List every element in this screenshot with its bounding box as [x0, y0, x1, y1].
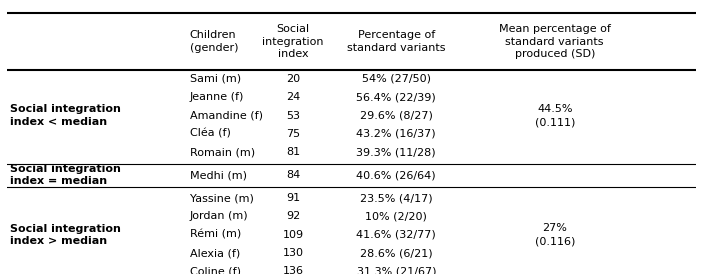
Text: 29.6% (8/27): 29.6% (8/27) [360, 110, 433, 121]
Text: 56.4% (22/39): 56.4% (22/39) [356, 92, 436, 102]
Text: Rémi (m): Rémi (m) [190, 230, 241, 240]
Text: Social integration
index < median: Social integration index < median [11, 104, 122, 127]
Text: Medhi (m): Medhi (m) [190, 170, 247, 180]
Text: 43.2% (16/37): 43.2% (16/37) [356, 129, 436, 139]
Text: 40.6% (26/64): 40.6% (26/64) [356, 170, 436, 180]
Text: 41.6% (32/77): 41.6% (32/77) [356, 230, 436, 240]
Text: 39.3% (11/28): 39.3% (11/28) [356, 147, 436, 157]
Text: 92: 92 [286, 212, 300, 221]
Text: 54% (27/50): 54% (27/50) [362, 74, 431, 84]
Text: 23.5% (4/17): 23.5% (4/17) [360, 193, 432, 203]
Text: Sami (m): Sami (m) [190, 74, 240, 84]
Text: 27%
(0.116): 27% (0.116) [534, 223, 575, 246]
Text: Children
(gender): Children (gender) [190, 30, 238, 53]
Text: 20: 20 [286, 74, 300, 84]
Text: 31.3% (21/67): 31.3% (21/67) [356, 266, 436, 274]
Text: Social integration
index = median: Social integration index = median [11, 164, 122, 186]
Text: 53: 53 [286, 110, 300, 121]
Text: Jordan (m): Jordan (m) [190, 212, 248, 221]
Text: Percentage of
standard variants: Percentage of standard variants [347, 30, 446, 53]
Text: 84: 84 [286, 170, 300, 180]
Text: 136: 136 [283, 266, 304, 274]
Text: 28.6% (6/21): 28.6% (6/21) [360, 248, 432, 258]
Text: 109: 109 [283, 230, 304, 240]
Text: Mean percentage of
standard variants
produced (SD): Mean percentage of standard variants pro… [499, 24, 611, 59]
Text: Jeanne (f): Jeanne (f) [190, 92, 244, 102]
Text: Cléa (f): Cléa (f) [190, 129, 231, 139]
Text: 10% (2/20): 10% (2/20) [366, 212, 427, 221]
Text: Amandine (f): Amandine (f) [190, 110, 263, 121]
Text: 130: 130 [283, 248, 304, 258]
Text: 75: 75 [286, 129, 300, 139]
Text: Coline (f): Coline (f) [190, 266, 240, 274]
Text: 24: 24 [286, 92, 300, 102]
Text: Social
integration
index: Social integration index [262, 24, 323, 59]
Text: 44.5%
(0.111): 44.5% (0.111) [534, 104, 575, 127]
Text: 91: 91 [286, 193, 300, 203]
Text: Alexia (f): Alexia (f) [190, 248, 240, 258]
Text: Romain (m): Romain (m) [190, 147, 254, 157]
Text: Social integration
index > median: Social integration index > median [11, 224, 122, 246]
Text: 81: 81 [286, 147, 300, 157]
Text: Yassine (m): Yassine (m) [190, 193, 254, 203]
